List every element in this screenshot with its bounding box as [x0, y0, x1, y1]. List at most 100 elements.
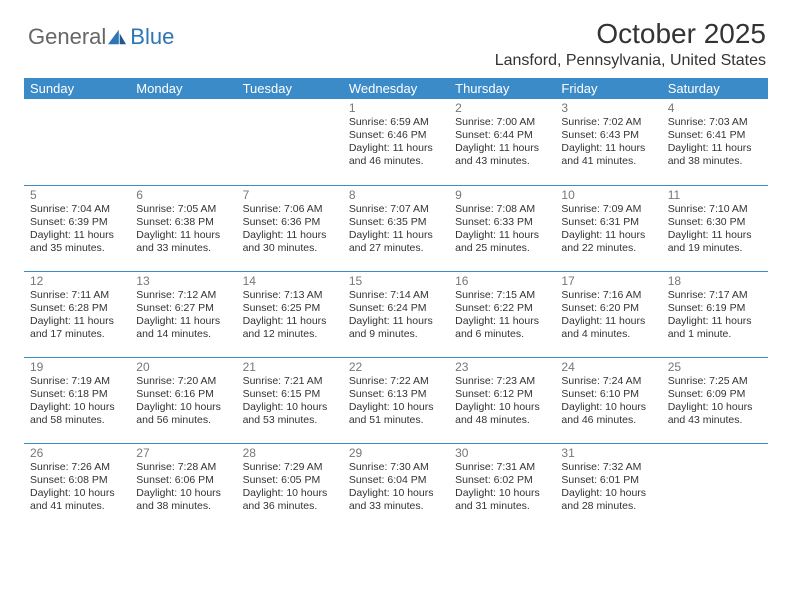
- day-number: 27: [136, 446, 230, 460]
- calendar-table: SundayMondayTuesdayWednesdayThursdayFrid…: [24, 78, 768, 529]
- calendar-cell: 14Sunrise: 7:13 AMSunset: 6:25 PMDayligh…: [237, 271, 343, 357]
- brand-part2: Blue: [130, 24, 174, 50]
- sunrise-line: Sunrise: 7:31 AM: [455, 461, 549, 474]
- weekday-header: Wednesday: [343, 78, 449, 99]
- sunrise-line: Sunrise: 7:08 AM: [455, 203, 549, 216]
- sunset-line: Sunset: 6:04 PM: [349, 474, 443, 487]
- daylight-line: Daylight: 11 hours and 35 minutes.: [30, 229, 124, 255]
- brand-sail-icon: [106, 28, 128, 46]
- weekday-header: Thursday: [449, 78, 555, 99]
- calendar-cell: 10Sunrise: 7:09 AMSunset: 6:31 PMDayligh…: [555, 185, 661, 271]
- calendar-cell: [662, 443, 768, 529]
- day-number: 11: [668, 188, 762, 202]
- sunrise-line: Sunrise: 7:05 AM: [136, 203, 230, 216]
- day-number: 25: [668, 360, 762, 374]
- calendar-cell: [130, 99, 236, 185]
- sunset-line: Sunset: 6:05 PM: [243, 474, 337, 487]
- sunset-line: Sunset: 6:01 PM: [561, 474, 655, 487]
- sunset-line: Sunset: 6:09 PM: [668, 388, 762, 401]
- sunset-line: Sunset: 6:38 PM: [136, 216, 230, 229]
- weekday-header: Sunday: [24, 78, 130, 99]
- day-number: 24: [561, 360, 655, 374]
- daylight-line: Daylight: 11 hours and 43 minutes.: [455, 142, 549, 168]
- sunrise-line: Sunrise: 7:19 AM: [30, 375, 124, 388]
- day-number: 9: [455, 188, 549, 202]
- calendar-cell: 21Sunrise: 7:21 AMSunset: 6:15 PMDayligh…: [237, 357, 343, 443]
- calendar-cell: [24, 99, 130, 185]
- weekday-header: Saturday: [662, 78, 768, 99]
- daylight-line: Daylight: 11 hours and 27 minutes.: [349, 229, 443, 255]
- daylight-line: Daylight: 10 hours and 28 minutes.: [561, 487, 655, 513]
- sunrise-line: Sunrise: 6:59 AM: [349, 116, 443, 129]
- daylight-line: Daylight: 11 hours and 17 minutes.: [30, 315, 124, 341]
- day-number: 22: [349, 360, 443, 374]
- daylight-line: Daylight: 10 hours and 38 minutes.: [136, 487, 230, 513]
- sunset-line: Sunset: 6:10 PM: [561, 388, 655, 401]
- sunset-line: Sunset: 6:41 PM: [668, 129, 762, 142]
- sunset-line: Sunset: 6:18 PM: [30, 388, 124, 401]
- brand-logo: General Blue: [28, 24, 174, 50]
- day-number: 30: [455, 446, 549, 460]
- day-number: 13: [136, 274, 230, 288]
- calendar-cell: 30Sunrise: 7:31 AMSunset: 6:02 PMDayligh…: [449, 443, 555, 529]
- day-number: 3: [561, 101, 655, 115]
- calendar-cell: 20Sunrise: 7:20 AMSunset: 6:16 PMDayligh…: [130, 357, 236, 443]
- sunset-line: Sunset: 6:33 PM: [455, 216, 549, 229]
- brand-part1: General: [28, 24, 106, 50]
- sunset-line: Sunset: 6:43 PM: [561, 129, 655, 142]
- daylight-line: Daylight: 11 hours and 19 minutes.: [668, 229, 762, 255]
- sunrise-line: Sunrise: 7:11 AM: [30, 289, 124, 302]
- day-number: 15: [349, 274, 443, 288]
- day-number: 7: [243, 188, 337, 202]
- calendar-body: 1Sunrise: 6:59 AMSunset: 6:46 PMDaylight…: [24, 99, 768, 529]
- sunrise-line: Sunrise: 7:29 AM: [243, 461, 337, 474]
- day-number: 21: [243, 360, 337, 374]
- daylight-line: Daylight: 10 hours and 36 minutes.: [243, 487, 337, 513]
- sunrise-line: Sunrise: 7:13 AM: [243, 289, 337, 302]
- sunrise-line: Sunrise: 7:14 AM: [349, 289, 443, 302]
- daylight-line: Daylight: 11 hours and 9 minutes.: [349, 315, 443, 341]
- day-number: 10: [561, 188, 655, 202]
- calendar-cell: 6Sunrise: 7:05 AMSunset: 6:38 PMDaylight…: [130, 185, 236, 271]
- sunrise-line: Sunrise: 7:07 AM: [349, 203, 443, 216]
- daylight-line: Daylight: 11 hours and 12 minutes.: [243, 315, 337, 341]
- sunset-line: Sunset: 6:08 PM: [30, 474, 124, 487]
- sunrise-line: Sunrise: 7:02 AM: [561, 116, 655, 129]
- sunrise-line: Sunrise: 7:32 AM: [561, 461, 655, 474]
- sunrise-line: Sunrise: 7:10 AM: [668, 203, 762, 216]
- calendar-cell: 12Sunrise: 7:11 AMSunset: 6:28 PMDayligh…: [24, 271, 130, 357]
- sunset-line: Sunset: 6:28 PM: [30, 302, 124, 315]
- sunset-line: Sunset: 6:44 PM: [455, 129, 549, 142]
- day-number: 2: [455, 101, 549, 115]
- calendar-cell: [237, 99, 343, 185]
- daylight-line: Daylight: 11 hours and 22 minutes.: [561, 229, 655, 255]
- day-number: 5: [30, 188, 124, 202]
- day-number: 31: [561, 446, 655, 460]
- sunset-line: Sunset: 6:27 PM: [136, 302, 230, 315]
- calendar-cell: 16Sunrise: 7:15 AMSunset: 6:22 PMDayligh…: [449, 271, 555, 357]
- daylight-line: Daylight: 10 hours and 58 minutes.: [30, 401, 124, 427]
- calendar-cell: 27Sunrise: 7:28 AMSunset: 6:06 PMDayligh…: [130, 443, 236, 529]
- sunrise-line: Sunrise: 7:00 AM: [455, 116, 549, 129]
- sunrise-line: Sunrise: 7:06 AM: [243, 203, 337, 216]
- calendar-cell: 3Sunrise: 7:02 AMSunset: 6:43 PMDaylight…: [555, 99, 661, 185]
- sunset-line: Sunset: 6:20 PM: [561, 302, 655, 315]
- daylight-line: Daylight: 10 hours and 46 minutes.: [561, 401, 655, 427]
- calendar-cell: 15Sunrise: 7:14 AMSunset: 6:24 PMDayligh…: [343, 271, 449, 357]
- calendar-cell: 5Sunrise: 7:04 AMSunset: 6:39 PMDaylight…: [24, 185, 130, 271]
- sunset-line: Sunset: 6:12 PM: [455, 388, 549, 401]
- calendar-cell: 24Sunrise: 7:24 AMSunset: 6:10 PMDayligh…: [555, 357, 661, 443]
- calendar-cell: 26Sunrise: 7:26 AMSunset: 6:08 PMDayligh…: [24, 443, 130, 529]
- day-number: 12: [30, 274, 124, 288]
- daylight-line: Daylight: 10 hours and 43 minutes.: [668, 401, 762, 427]
- weekday-header: Monday: [130, 78, 236, 99]
- sunrise-line: Sunrise: 7:20 AM: [136, 375, 230, 388]
- day-number: 1: [349, 101, 443, 115]
- sunrise-line: Sunrise: 7:04 AM: [30, 203, 124, 216]
- daylight-line: Daylight: 10 hours and 33 minutes.: [349, 487, 443, 513]
- sunrise-line: Sunrise: 7:26 AM: [30, 461, 124, 474]
- calendar-row: 26Sunrise: 7:26 AMSunset: 6:08 PMDayligh…: [24, 443, 768, 529]
- weekday-header-row: SundayMondayTuesdayWednesdayThursdayFrid…: [24, 78, 768, 99]
- day-number: 19: [30, 360, 124, 374]
- calendar-cell: 8Sunrise: 7:07 AMSunset: 6:35 PMDaylight…: [343, 185, 449, 271]
